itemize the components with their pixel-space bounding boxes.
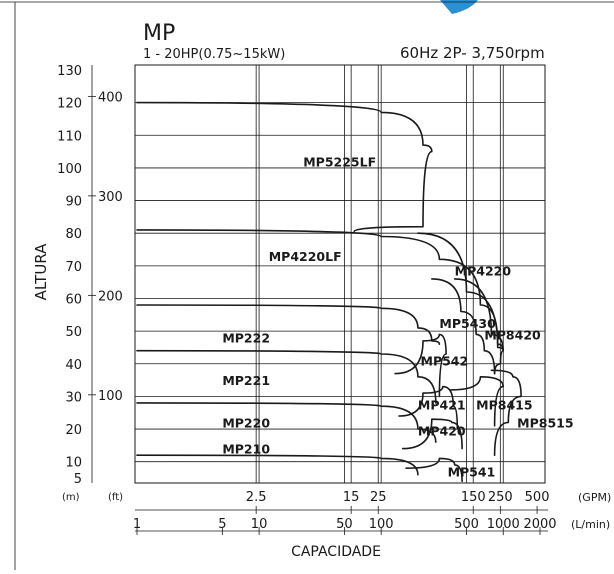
accent-shape — [440, 0, 478, 14]
curve-label-mp420: MP420 — [418, 424, 466, 439]
y-tick-m-90: 90 — [65, 195, 82, 210]
curve-label-mp541: MP541 — [448, 464, 496, 479]
curve-mp420 — [401, 418, 463, 450]
y-tick-m-110: 110 — [57, 129, 82, 144]
grid-vertical — [255, 65, 504, 483]
x-tick-lmin-5: 5 — [218, 517, 226, 532]
curve-label-mp4220lf: MP4220LF — [269, 249, 342, 264]
pump-curves — [136, 101, 522, 483]
curve-label-mp421: MP421 — [418, 397, 466, 412]
x-tick-gpm-2.5: 2.5 — [246, 490, 267, 505]
curve-label-mp5430: MP5430 — [439, 316, 496, 331]
y-tick-ft-400: 400 — [98, 90, 123, 105]
x-tick-lmin-500: 500 — [454, 517, 479, 532]
x-tick-lmin-2000: 2000 — [523, 517, 556, 532]
y-axis-title: ALTURA — [32, 243, 50, 301]
x-axis-title: CAPACIDADE — [291, 544, 381, 560]
curve-label-mp220: MP220 — [222, 415, 270, 430]
chart-spec: 60Hz 2P- 3,750rpm — [400, 44, 545, 62]
curve-label-mp8415: MP8415 — [476, 397, 532, 412]
curve-label-mp4220: MP4220 — [455, 264, 512, 279]
curve-mp542 — [394, 333, 447, 398]
y-tick-ft-200: 200 — [98, 289, 123, 304]
y-unit-ft: (ft) — [108, 492, 123, 503]
y-tick-m-60: 60 — [65, 292, 82, 307]
y-tick-m-30: 30 — [65, 390, 82, 405]
curve-mp8515 — [490, 369, 522, 456]
x-tick-lmin-10: 10 — [251, 517, 268, 532]
x-tick-gpm-25: 25 — [370, 490, 387, 505]
x-unit-gpm: (GPM) — [578, 491, 611, 504]
x-tick-gpm-15: 15 — [343, 490, 360, 505]
y-tick-m-130: 130 — [57, 64, 82, 79]
chart-title: MP — [143, 21, 175, 46]
x-tick-gpm-500: 500 — [525, 490, 550, 505]
x-tick-gpm-150: 150 — [461, 490, 486, 505]
curve-label-mp8515: MP8515 — [517, 415, 573, 430]
curve-label-mp210: MP210 — [222, 442, 270, 457]
curve-label-mp221: MP221 — [222, 373, 270, 388]
x-tick-lmin-1: 1 — [133, 517, 141, 532]
x-tick-gpm-250: 250 — [488, 490, 513, 505]
y-tick-m-120: 120 — [57, 97, 82, 112]
axis-ticks: 1301201101009080706050403020105400300200… — [57, 64, 557, 535]
curve-mp222 — [136, 304, 441, 345]
curve-label-mp542: MP542 — [421, 353, 469, 368]
curve-label-mp8420: MP8420 — [484, 327, 541, 342]
x-tick-lmin-100: 100 — [369, 517, 394, 532]
y-tick-m-100: 100 — [57, 162, 82, 177]
y-tick-m-40: 40 — [65, 358, 82, 373]
curve-label-mp5225lf: MP5225LF — [303, 154, 376, 169]
chart-subtitle: 1 - 20HP(0.75~15kW) — [143, 47, 285, 62]
y-tick-m-10: 10 — [65, 456, 82, 471]
curve-mp541 — [405, 457, 463, 483]
y-tick-m-70: 70 — [65, 260, 82, 275]
x-tick-lmin-50: 50 — [336, 517, 353, 532]
curve-mp210 — [136, 454, 419, 476]
curve-mp221 — [136, 349, 437, 404]
curve-label-mp222: MP222 — [222, 331, 270, 346]
y-tick-ft-100: 100 — [98, 389, 123, 404]
y-unit-m: (m) — [62, 492, 80, 503]
x-tick-lmin-1000: 1000 — [487, 517, 520, 532]
curve-mp220 — [136, 402, 437, 443]
curve-mp421 — [398, 385, 459, 430]
curve-mp8420 — [453, 278, 504, 375]
plot-area — [134, 64, 546, 484]
y-tick-m-80: 80 — [65, 227, 82, 242]
x-unit-lmin: (L/min) — [571, 518, 610, 531]
y-tick-ft-300: 300 — [98, 190, 123, 205]
y-tick-m-5: 5 — [74, 472, 82, 487]
y-tick-m-50: 50 — [65, 325, 82, 340]
curve-mp5225lf — [136, 101, 433, 233]
y-tick-m-20: 20 — [65, 423, 82, 438]
curve-mp5430 — [431, 278, 496, 375]
curve-mp8415 — [449, 376, 504, 427]
